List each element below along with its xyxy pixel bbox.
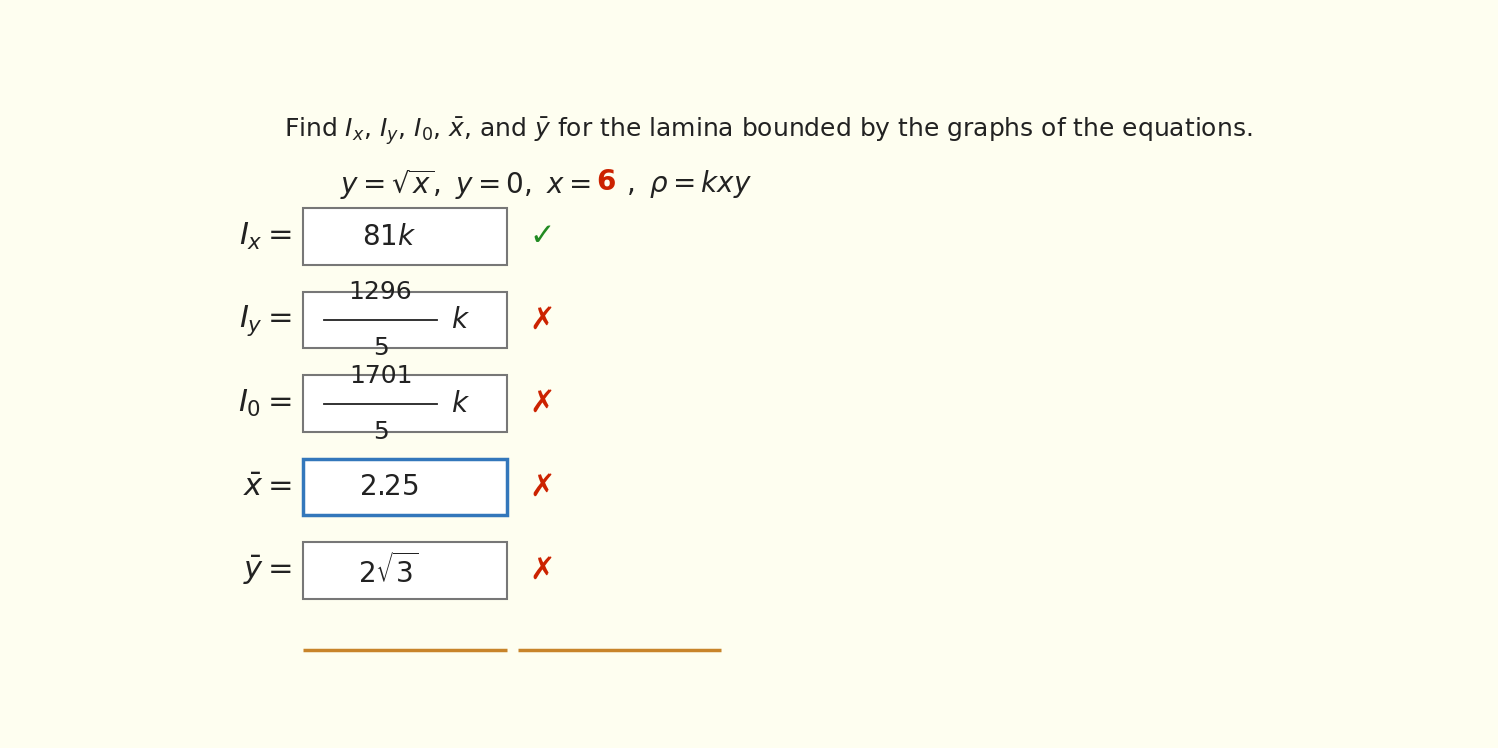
FancyBboxPatch shape xyxy=(303,375,506,432)
Text: ✗: ✗ xyxy=(530,306,556,334)
Text: $,\ \rho = kxy$: $,\ \rho = kxy$ xyxy=(626,168,752,200)
Text: $\mathbf{6}$: $\mathbf{6}$ xyxy=(596,168,616,195)
Text: ✗: ✗ xyxy=(530,557,556,585)
Text: 1701: 1701 xyxy=(349,364,412,387)
Text: $\bar{y}=$: $\bar{y}=$ xyxy=(243,554,292,587)
Text: $2\sqrt{3}$: $2\sqrt{3}$ xyxy=(358,553,419,589)
Text: ✗: ✗ xyxy=(530,389,556,418)
Text: $y = \sqrt{x},\ y = 0,\ x = $: $y = \sqrt{x},\ y = 0,\ x = $ xyxy=(340,168,592,202)
Text: $2.25$: $2.25$ xyxy=(358,473,418,501)
Text: $\bar{x}=$: $\bar{x}=$ xyxy=(243,473,292,502)
Text: $k$: $k$ xyxy=(451,390,470,417)
Text: 5: 5 xyxy=(373,420,388,444)
Text: ✗: ✗ xyxy=(530,473,556,502)
Text: $I_0=$: $I_0=$ xyxy=(238,388,292,419)
Text: $I_y=$: $I_y=$ xyxy=(240,303,292,337)
Text: 5: 5 xyxy=(373,337,388,361)
Text: ✓: ✓ xyxy=(530,222,556,251)
Text: 1296: 1296 xyxy=(349,280,412,304)
FancyBboxPatch shape xyxy=(303,542,506,599)
Text: $k$: $k$ xyxy=(451,306,470,334)
Text: $81k$: $81k$ xyxy=(361,223,416,251)
Text: Find $I_x$, $I_y$, $I_0$, $\bar{x}$, and $\bar{y}$ for the lamina bounded by the: Find $I_x$, $I_y$, $I_0$, $\bar{x}$, and… xyxy=(283,116,1252,147)
Text: $I_x=$: $I_x=$ xyxy=(240,221,292,252)
FancyBboxPatch shape xyxy=(303,209,506,265)
FancyBboxPatch shape xyxy=(303,292,506,349)
FancyBboxPatch shape xyxy=(303,459,506,515)
